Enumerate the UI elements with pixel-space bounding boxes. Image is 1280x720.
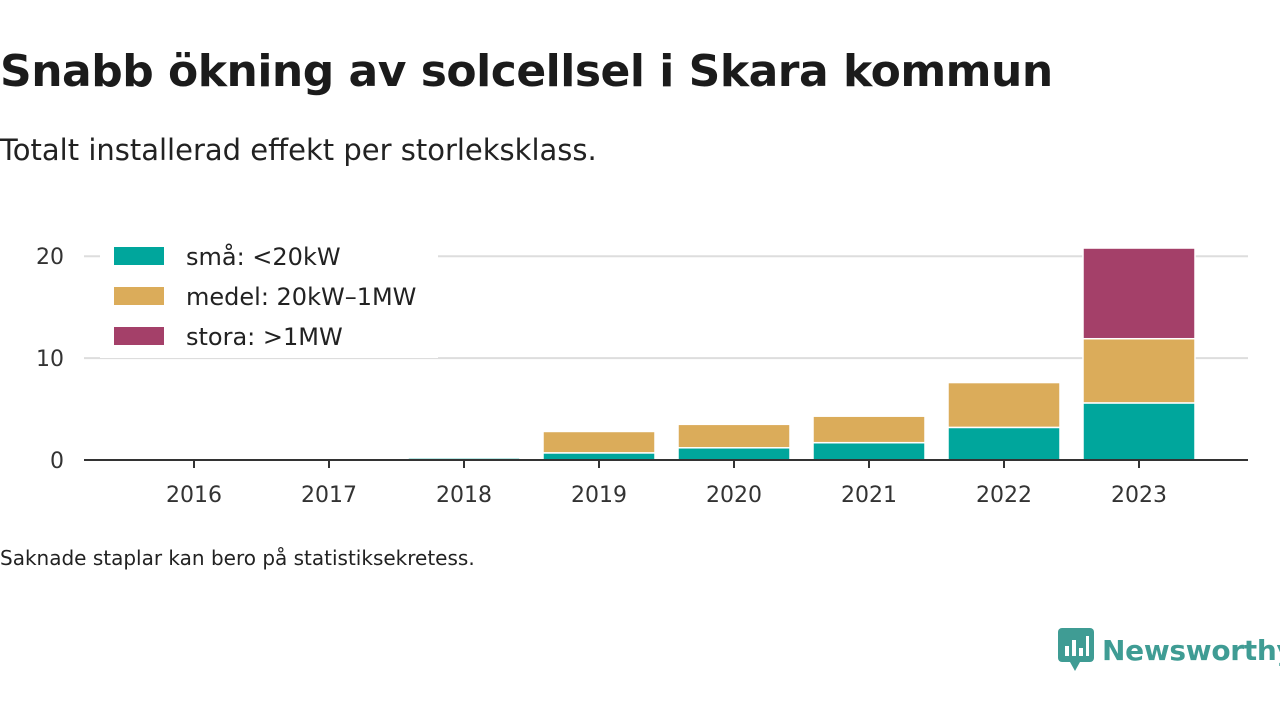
bar-segment bbox=[542, 430, 656, 454]
x-axis-ticks: 2016 2017 2018 2019 2020 2021 2022 2023 bbox=[166, 460, 1167, 508]
y-tick-label: 20 bbox=[36, 245, 64, 270]
x-tick-label: 2016 bbox=[166, 483, 222, 508]
y-tick-label: 10 bbox=[36, 347, 64, 372]
legend-swatch bbox=[114, 327, 164, 345]
y-axis-ticks: 0 10 20 bbox=[36, 245, 64, 474]
legend-label: stora: >1MW bbox=[186, 323, 343, 351]
brand-logo: Newsworthy bbox=[1058, 628, 1280, 672]
legend-swatch bbox=[114, 287, 164, 305]
legend-label: medel: 20kW–1MW bbox=[186, 283, 416, 311]
footnote: Saknade staplar kan bero på statistiksek… bbox=[0, 546, 475, 570]
y-tick-label: 0 bbox=[50, 449, 64, 474]
x-tick-label: 2023 bbox=[1111, 483, 1167, 508]
newsworthy-logo-icon bbox=[1058, 628, 1094, 671]
legend-label: små: <20kW bbox=[186, 242, 341, 271]
bars bbox=[407, 247, 1196, 461]
bar-segment bbox=[1082, 247, 1196, 340]
bar-segment bbox=[677, 423, 791, 449]
x-tick-label: 2019 bbox=[571, 483, 627, 508]
x-tick-label: 2018 bbox=[436, 483, 492, 508]
legend: små: <20kW medel: 20kW–1MW stora: >1MW bbox=[100, 236, 438, 358]
chart-subtitle: Totalt installerad effekt per storlekskl… bbox=[0, 133, 597, 167]
x-tick-label: 2022 bbox=[976, 483, 1032, 508]
legend-swatch bbox=[114, 247, 164, 265]
bar-segment bbox=[812, 415, 926, 444]
brand-name: Newsworthy bbox=[1102, 633, 1280, 667]
bar-segment bbox=[812, 441, 926, 461]
chart-title: Snabb ökning av solcellsel i Skara kommu… bbox=[0, 46, 1053, 97]
bar-segment bbox=[1082, 337, 1196, 404]
x-tick-label: 2017 bbox=[301, 483, 357, 508]
bar-segment bbox=[1082, 402, 1196, 461]
bar-segment bbox=[542, 452, 656, 461]
x-tick-label: 2020 bbox=[706, 483, 762, 508]
bar-segment bbox=[677, 447, 791, 461]
x-tick-label: 2021 bbox=[841, 483, 897, 508]
bar-segment bbox=[947, 426, 1061, 461]
bar-segment bbox=[947, 381, 1061, 429]
